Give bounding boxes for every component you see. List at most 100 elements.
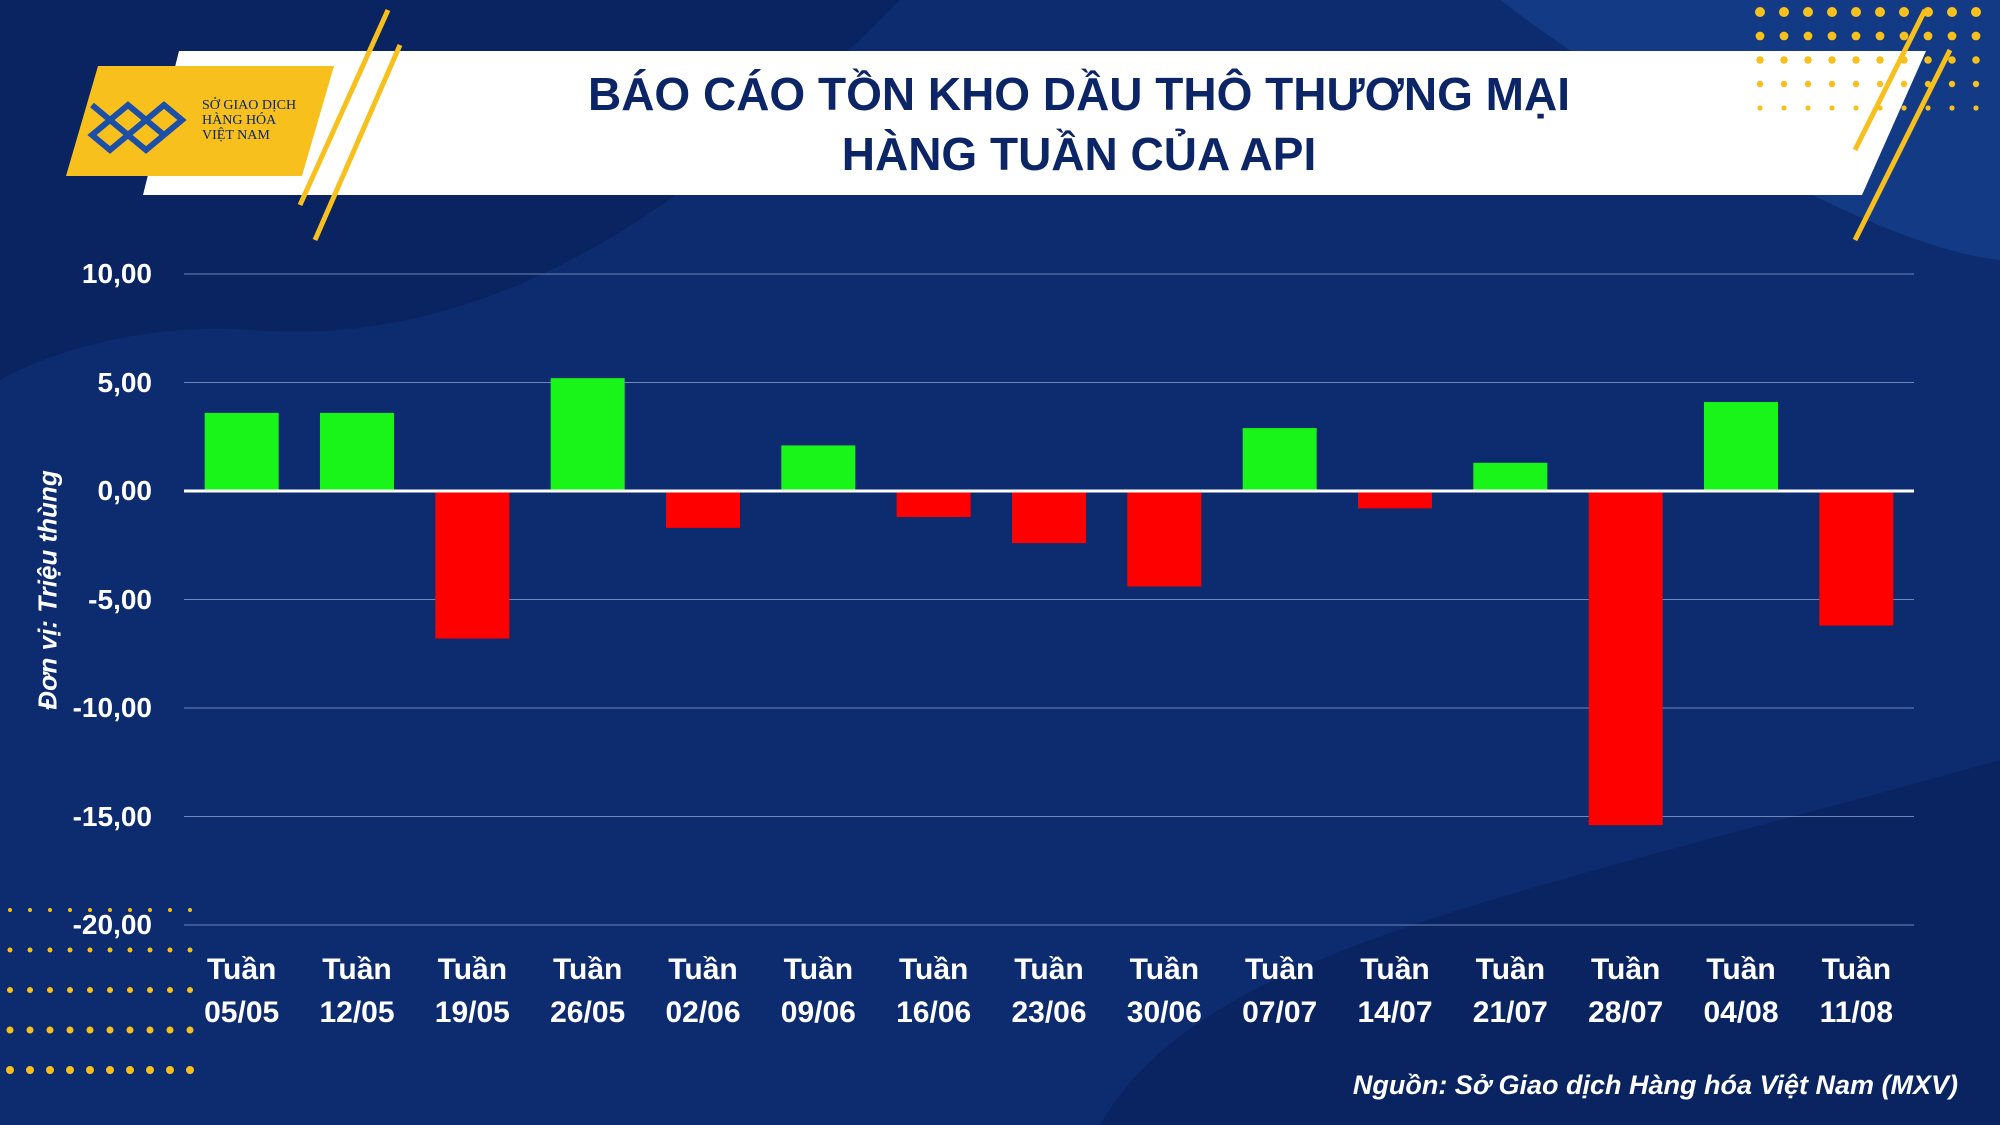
decor-dot <box>1851 7 1861 17</box>
bar <box>781 445 856 491</box>
x-tick-label: Tuần 02/06 <box>665 953 741 1029</box>
y-tick-label: -10,00 <box>72 692 152 723</box>
x-tick-label: Tuần 05/05 <box>204 953 280 1029</box>
bar <box>1358 491 1432 509</box>
title-banner <box>143 51 1926 195</box>
decor-dot <box>7 987 13 993</box>
x-tick-label: Tuần 16/06 <box>896 953 972 1029</box>
decor-dot <box>68 908 72 912</box>
logo-text: SỞ GIAO DỊCH HÀNG HÓA VIỆT NAM <box>202 98 297 143</box>
decor-dot <box>147 947 153 953</box>
decor-dot <box>1875 31 1885 41</box>
bar <box>550 378 625 491</box>
decor-dot <box>107 987 113 993</box>
decor-dot <box>1900 80 1908 88</box>
x-tick-label: Tuần 09/06 <box>780 953 856 1029</box>
decor-dot <box>1805 105 1811 111</box>
y-tick-label: 5,00 <box>97 366 153 398</box>
decor-dot <box>47 947 53 953</box>
y-tick-label: -5,00 <box>88 583 152 615</box>
decor-dot <box>127 987 133 993</box>
decor-dot <box>1875 7 1885 17</box>
decor-dot <box>1828 80 1836 88</box>
decor-dot <box>107 947 113 953</box>
decor-dot <box>186 1026 194 1034</box>
decor-dot <box>1948 56 1956 64</box>
decor-dot <box>7 947 13 953</box>
decor-dot <box>146 1066 154 1074</box>
decor-dot <box>1803 7 1813 17</box>
decor-dot <box>126 1026 134 1034</box>
decor-dot <box>166 1066 174 1074</box>
decor-dot <box>1780 56 1788 64</box>
decor-dot <box>27 947 33 953</box>
decor-dot <box>1781 105 1787 111</box>
decor-dot <box>26 1066 34 1074</box>
decor-dot <box>6 1066 14 1074</box>
decor-dot <box>1901 105 1907 111</box>
decor <box>1100 760 2000 1125</box>
decor-dot <box>187 987 193 993</box>
decor-stripe <box>1852 8 1928 152</box>
decor-dot <box>1923 7 1933 17</box>
decor-dot <box>1852 80 1860 88</box>
x-tick-label: Tuần 12/05 <box>319 953 395 1029</box>
bar <box>1012 491 1086 544</box>
decor-dot <box>1877 105 1883 111</box>
decor-dot <box>168 908 172 912</box>
x-tick-label: Tuần 21/07 <box>1472 953 1548 1029</box>
y-tick-label: 10,00 <box>81 258 152 289</box>
decor-dot <box>1827 7 1837 17</box>
bar <box>435 491 510 639</box>
decor-dot <box>1804 56 1812 64</box>
decor-dot <box>1803 31 1813 41</box>
decor-dot <box>1972 80 1980 88</box>
decor-dot <box>1972 56 1980 64</box>
decor-stripe <box>297 8 391 207</box>
decor-dot <box>106 1066 114 1074</box>
decor-dot <box>26 1026 34 1034</box>
decor-dot <box>47 987 53 993</box>
decor-dot <box>106 1026 114 1034</box>
decor-dot <box>1923 31 1933 41</box>
decor-dot <box>86 1026 94 1034</box>
decor-dot <box>1755 7 1765 17</box>
bar <box>1127 491 1202 587</box>
decor-dots <box>6 7 1981 1074</box>
decor-dot <box>46 1066 54 1074</box>
decor-dot <box>1779 31 1789 41</box>
decor-dot <box>1756 56 1764 64</box>
decor-dot <box>1853 105 1859 111</box>
decor-dot <box>8 908 12 912</box>
decor-dot <box>128 908 132 912</box>
decor-dot <box>67 987 73 993</box>
decor-dot <box>6 1026 14 1034</box>
bar <box>1588 491 1663 826</box>
x-tick-label: Tuần 28/07 <box>1588 953 1664 1029</box>
x-tick-label: Tuần 07/07 <box>1242 953 1318 1029</box>
decor-dot <box>66 1026 74 1034</box>
decor-dot <box>1899 7 1909 17</box>
decor-dot <box>46 1026 54 1034</box>
bar <box>204 412 279 491</box>
logo-box <box>66 66 334 176</box>
decor-dot <box>1755 31 1765 41</box>
decor-dot <box>1924 56 1932 64</box>
decor-dot <box>188 908 192 912</box>
decor-dot <box>87 947 93 953</box>
bar <box>1819 491 1894 626</box>
decor-dot <box>28 908 32 912</box>
x-tick-label: Tuần 14/07 <box>1357 953 1433 1029</box>
y-tick-label: 0,00 <box>97 475 153 506</box>
x-tick-label: Tuần 26/05 <box>550 953 626 1029</box>
bar <box>896 491 971 518</box>
decor-dot <box>1757 105 1763 111</box>
decor-dot <box>126 1066 134 1074</box>
decor-dot <box>1876 80 1884 88</box>
decor-dot <box>167 947 173 953</box>
decor-dot <box>48 908 52 912</box>
decor-dot <box>1899 31 1909 41</box>
decor-dot <box>1973 105 1979 111</box>
